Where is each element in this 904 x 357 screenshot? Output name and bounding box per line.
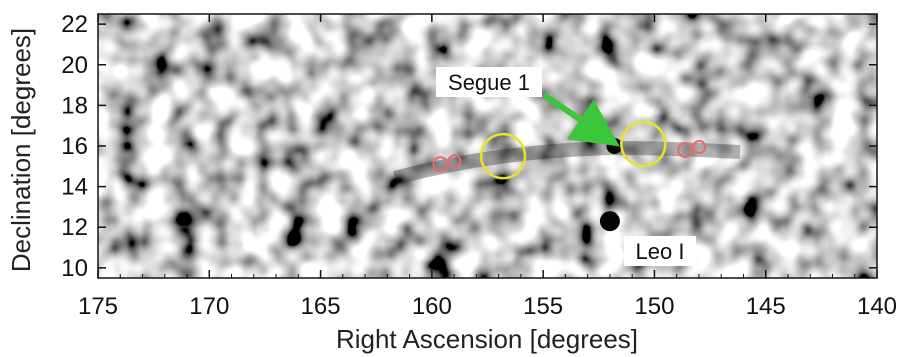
- segue-label-box: [436, 67, 542, 97]
- y-tick-label: 10: [61, 255, 88, 282]
- leo-label-box: [624, 236, 696, 266]
- yellow-circle-marker: [620, 120, 667, 168]
- y-tick-label: 18: [61, 92, 88, 119]
- y-tick-label: 14: [61, 174, 88, 201]
- heatmap-layer: [98, 14, 877, 278]
- x-axis: 175 170 165 160 155 150 145 140: [78, 14, 897, 320]
- yellow-circle-marker: [479, 132, 527, 180]
- red-circle-marker: [432, 156, 449, 173]
- y-axis-title: Declination [degrees]: [6, 28, 36, 272]
- red-circle-marker: [692, 140, 707, 155]
- x-tick-label: 170: [189, 293, 229, 320]
- x-tick-label: 145: [746, 293, 786, 320]
- heatmap-image: [98, 14, 877, 278]
- stream-band: [393, 140, 741, 185]
- x-tick-label: 175: [78, 293, 118, 320]
- y-tick-label: 16: [61, 133, 88, 160]
- x-tick-label: 160: [412, 293, 452, 320]
- segue-arrow: [542, 92, 620, 147]
- red-circle-marker: [677, 142, 694, 159]
- x-tick-label: 150: [634, 293, 674, 320]
- x-tick-label: 155: [523, 293, 563, 320]
- y-tick-label: 20: [61, 52, 88, 79]
- y-tick-label: 22: [61, 11, 88, 38]
- annotations: Segue 1 Leo I: [436, 67, 696, 266]
- y-tick-label: 12: [61, 214, 88, 241]
- red-circle-marker: [447, 154, 462, 169]
- markers: [432, 120, 707, 180]
- segue-label: Segue 1: [448, 70, 530, 95]
- leo-label: Leo I: [636, 239, 685, 264]
- x-axis-title: Right Ascension [degrees]: [336, 324, 638, 354]
- x-tick-label: 140: [857, 293, 897, 320]
- y-axis: 10 12 14 16 18 20 22: [61, 11, 877, 282]
- dark-spot: [606, 138, 623, 154]
- x-tick-label: 165: [301, 293, 341, 320]
- dark-spot: [599, 211, 620, 232]
